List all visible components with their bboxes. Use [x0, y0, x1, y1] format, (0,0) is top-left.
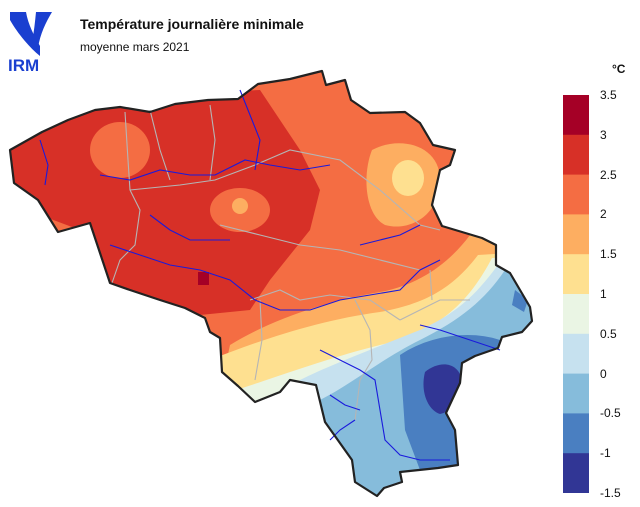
- legend-swatch: [563, 95, 589, 136]
- legend-swatch: [563, 214, 589, 255]
- logo-text: IRM: [8, 56, 39, 74]
- legend-tick-label: -0.5: [600, 406, 621, 421]
- legend-swatch: [563, 333, 589, 375]
- map-subtitle: moyenne mars 2021: [80, 40, 190, 54]
- color-legend: [563, 95, 589, 493]
- legend-unit: °C: [612, 62, 626, 76]
- legend-tick-label: 0.5: [600, 326, 617, 341]
- temperature-map: [8, 69, 534, 498]
- legend-swatch: [563, 294, 589, 335]
- legend-swatch: [563, 254, 589, 295]
- legend-tick-label: 1.5: [600, 247, 617, 262]
- legend-tick-label: -1.5: [600, 486, 621, 500]
- irm-logo-icon: IRM: [8, 12, 52, 74]
- legend-tick-label: 2.5: [600, 167, 617, 182]
- legend-tick-label: 3.5: [600, 88, 617, 102]
- legend-swatch: [563, 413, 589, 454]
- legend-swatch: [563, 373, 589, 414]
- legend-swatch: [563, 453, 589, 493]
- legend-tick-label: 3: [600, 127, 607, 142]
- legend-swatch: [563, 174, 589, 215]
- legend-tick-label: -1: [600, 446, 611, 461]
- legend-tick-label: 2: [600, 207, 607, 222]
- legend-swatch: [563, 134, 589, 176]
- map-title: Température journalière minimale: [80, 16, 304, 32]
- legend-tick-label: 0: [600, 366, 607, 381]
- legend-tick-label: 1: [600, 287, 607, 301]
